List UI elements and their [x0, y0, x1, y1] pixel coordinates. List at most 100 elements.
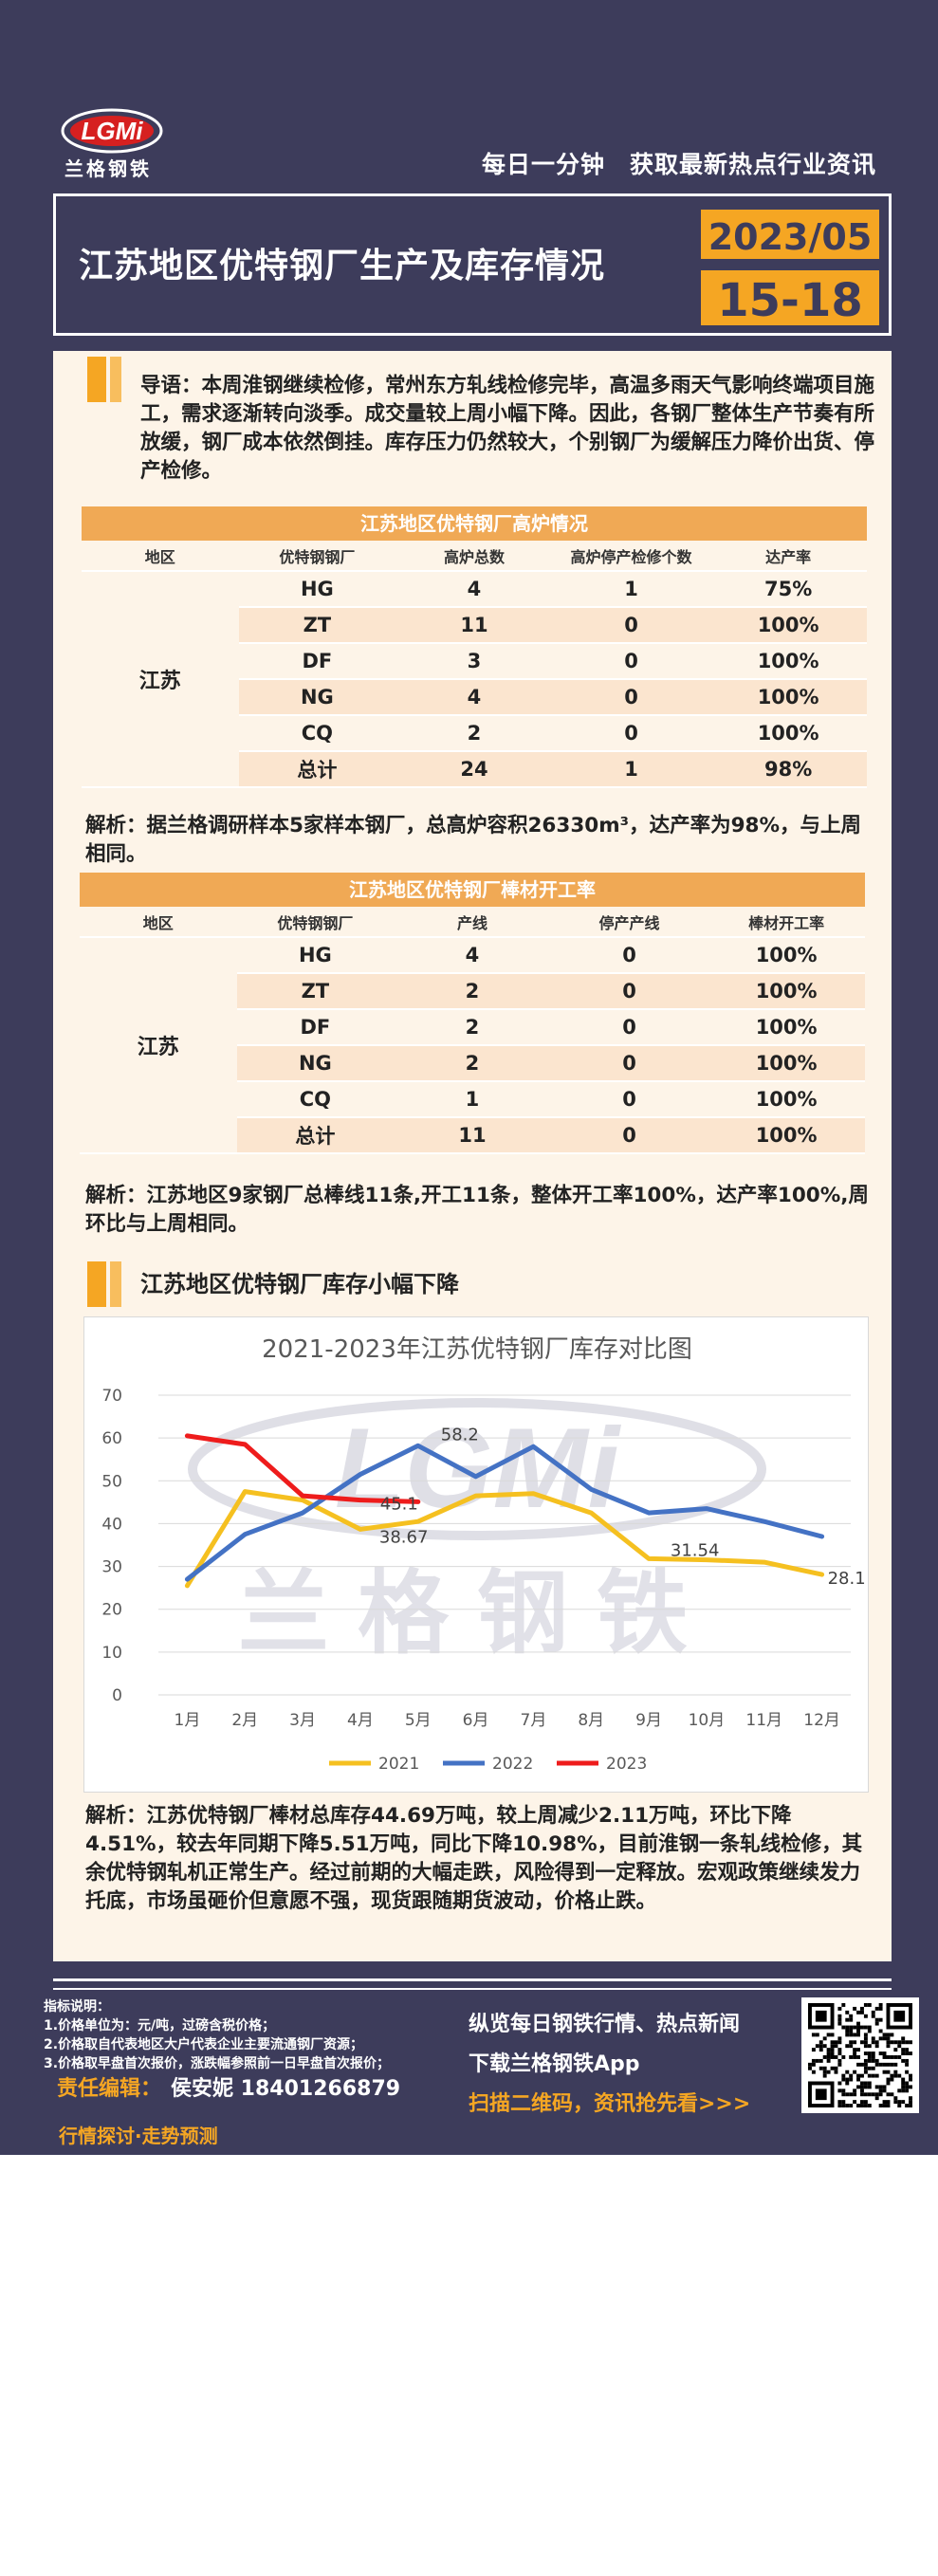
col-header: 停产产线 [550, 907, 708, 938]
qr-module [863, 2070, 868, 2074]
qr-module [860, 2010, 864, 2015]
value-cell: 0 [550, 1009, 708, 1046]
content-panel: 导语：本周淮钢继续检修，常州东方轧线检修完毕，高温多雨天气影响终端项目施工，需求… [53, 351, 892, 1961]
qr-module [841, 2003, 846, 2007]
series-line-2021 [184, 1489, 825, 1589]
qr-module [845, 2104, 850, 2107]
qr-module [845, 2029, 850, 2033]
qr-module [845, 2025, 850, 2030]
footer-notes: 指标说明： 1.价格单位为：元/吨，过磅含税价格； 2.价格取自代表地区大户代表… [44, 1997, 461, 2073]
qr-module [834, 2044, 838, 2049]
qr-module [826, 2055, 831, 2059]
qr-module [905, 2104, 910, 2107]
qr-module [890, 2073, 894, 2078]
qr-module [853, 2052, 857, 2055]
qr-module [890, 2040, 894, 2045]
qr-module [867, 2044, 872, 2049]
qr-module [882, 2104, 887, 2107]
value-cell: 100% [708, 1117, 865, 1154]
promo-line-3[interactable]: 扫描二维码，资讯抢先看>>> [469, 2092, 751, 2116]
qr-module [882, 2033, 887, 2037]
legend-label: 2021 [378, 1755, 419, 1774]
qr-module [867, 2055, 872, 2059]
col-header: 棒材开工率 [708, 907, 865, 938]
qr-module [853, 2088, 857, 2093]
qr-module [871, 2066, 875, 2070]
qr-module [909, 2052, 912, 2055]
inventory-heading: 江苏地区优特钢厂库存小幅下降 [140, 1271, 459, 1297]
qr-module [882, 2088, 887, 2093]
qr-module [874, 2017, 879, 2022]
qr-module [860, 2085, 864, 2089]
rolling-table: 地区 优特钢钢厂 产线 停产产线 棒材开工率 江苏 HG 4 0 100% ZT [80, 907, 865, 1154]
qr-module [818, 2040, 823, 2045]
qr-module [841, 2055, 846, 2059]
qr-module [886, 2040, 891, 2045]
qr-module [867, 2066, 872, 2070]
qr-module [845, 2010, 850, 2015]
qr-module [886, 2044, 891, 2049]
qr-module [867, 2003, 872, 2007]
editor-label: 责任编辑： [57, 2077, 162, 2101]
qr-module [853, 2025, 857, 2030]
value-cell: 0 [550, 1045, 708, 1082]
value-cell: 1 [394, 1081, 551, 1118]
qr-module [826, 2048, 831, 2052]
mill-cell: HG [236, 937, 395, 974]
qr-module [808, 2062, 812, 2067]
data-label: 58.2 [441, 1425, 479, 1444]
section-marker-icon [87, 357, 121, 402]
qr-module [856, 2048, 860, 2052]
qr-module [815, 2044, 819, 2049]
qr-module [863, 2040, 868, 2045]
mill-cell: ZT [236, 973, 395, 1010]
poster-background: LGMi 兰格钢铁 每日一分钟 获取最新热点行业资讯 江苏地区优特钢厂生产及库存情… [0, 0, 938, 2155]
title-box: 江苏地区优特钢厂生产及库存情况 2023/05 15-18 [53, 193, 892, 336]
qr-module [871, 2092, 875, 2097]
qr-module [909, 2100, 912, 2105]
legend-label: 2022 [492, 1755, 533, 1774]
legend-label: 2023 [606, 1755, 647, 1774]
qr-module [893, 2070, 898, 2074]
value-cell: 0 [550, 1081, 708, 1118]
qr-module [893, 2055, 898, 2059]
slogan-right: 获取最新热点行业资讯 [630, 151, 877, 178]
mill-cell: CQ [238, 715, 396, 752]
qr-code[interactable] [801, 1997, 919, 2113]
qr-module [856, 2010, 860, 2015]
qr-module [863, 2104, 868, 2107]
value-cell: 4 [394, 937, 551, 974]
qr-module [886, 2100, 891, 2105]
qr-module [886, 2055, 891, 2059]
qr-finder [830, 2003, 835, 2030]
qr-module [860, 2040, 864, 2045]
qr-module [808, 2066, 812, 2070]
intro-text: 导语：本周淮钢继续检修，常州东方轧线检修完毕，高温多雨天气影响终端项目施工，需求… [140, 374, 875, 483]
value-cell: 0 [550, 973, 708, 1010]
x-tick-label: 7月 [521, 1711, 547, 1730]
qr-finder [886, 2003, 891, 2030]
qr-module [822, 2066, 827, 2070]
qr-module [867, 2029, 872, 2033]
qr-module [860, 2073, 864, 2078]
qr-module [863, 2062, 868, 2067]
qr-module [818, 2058, 823, 2063]
value-cell: 100% [709, 715, 867, 752]
qr-module [837, 2006, 842, 2011]
qr-module [860, 2104, 864, 2107]
watermark-logo-ring [188, 1398, 766, 1540]
data-label: 38.67 [379, 1527, 429, 1547]
qr-finder [808, 2003, 812, 2030]
analysis-furnace: 解析：据兰格调研样本5家样本钢厂，总高炉容积26330m³，达产率为98%，与上… [85, 814, 862, 866]
qr-module [856, 2021, 860, 2026]
slogan: 每日一分钟 获取最新热点行业资讯 [482, 146, 901, 180]
series-line-2022 [184, 1443, 825, 1582]
col-header: 优特钢钢厂 [238, 541, 396, 572]
qr-module [837, 2048, 842, 2052]
qr-module [841, 2100, 846, 2105]
qr-module [886, 2081, 891, 2086]
qr-module [901, 2081, 906, 2086]
qr-module [874, 2096, 879, 2101]
x-tick-label: 4月 [347, 1711, 374, 1730]
qr-module [863, 2058, 868, 2063]
